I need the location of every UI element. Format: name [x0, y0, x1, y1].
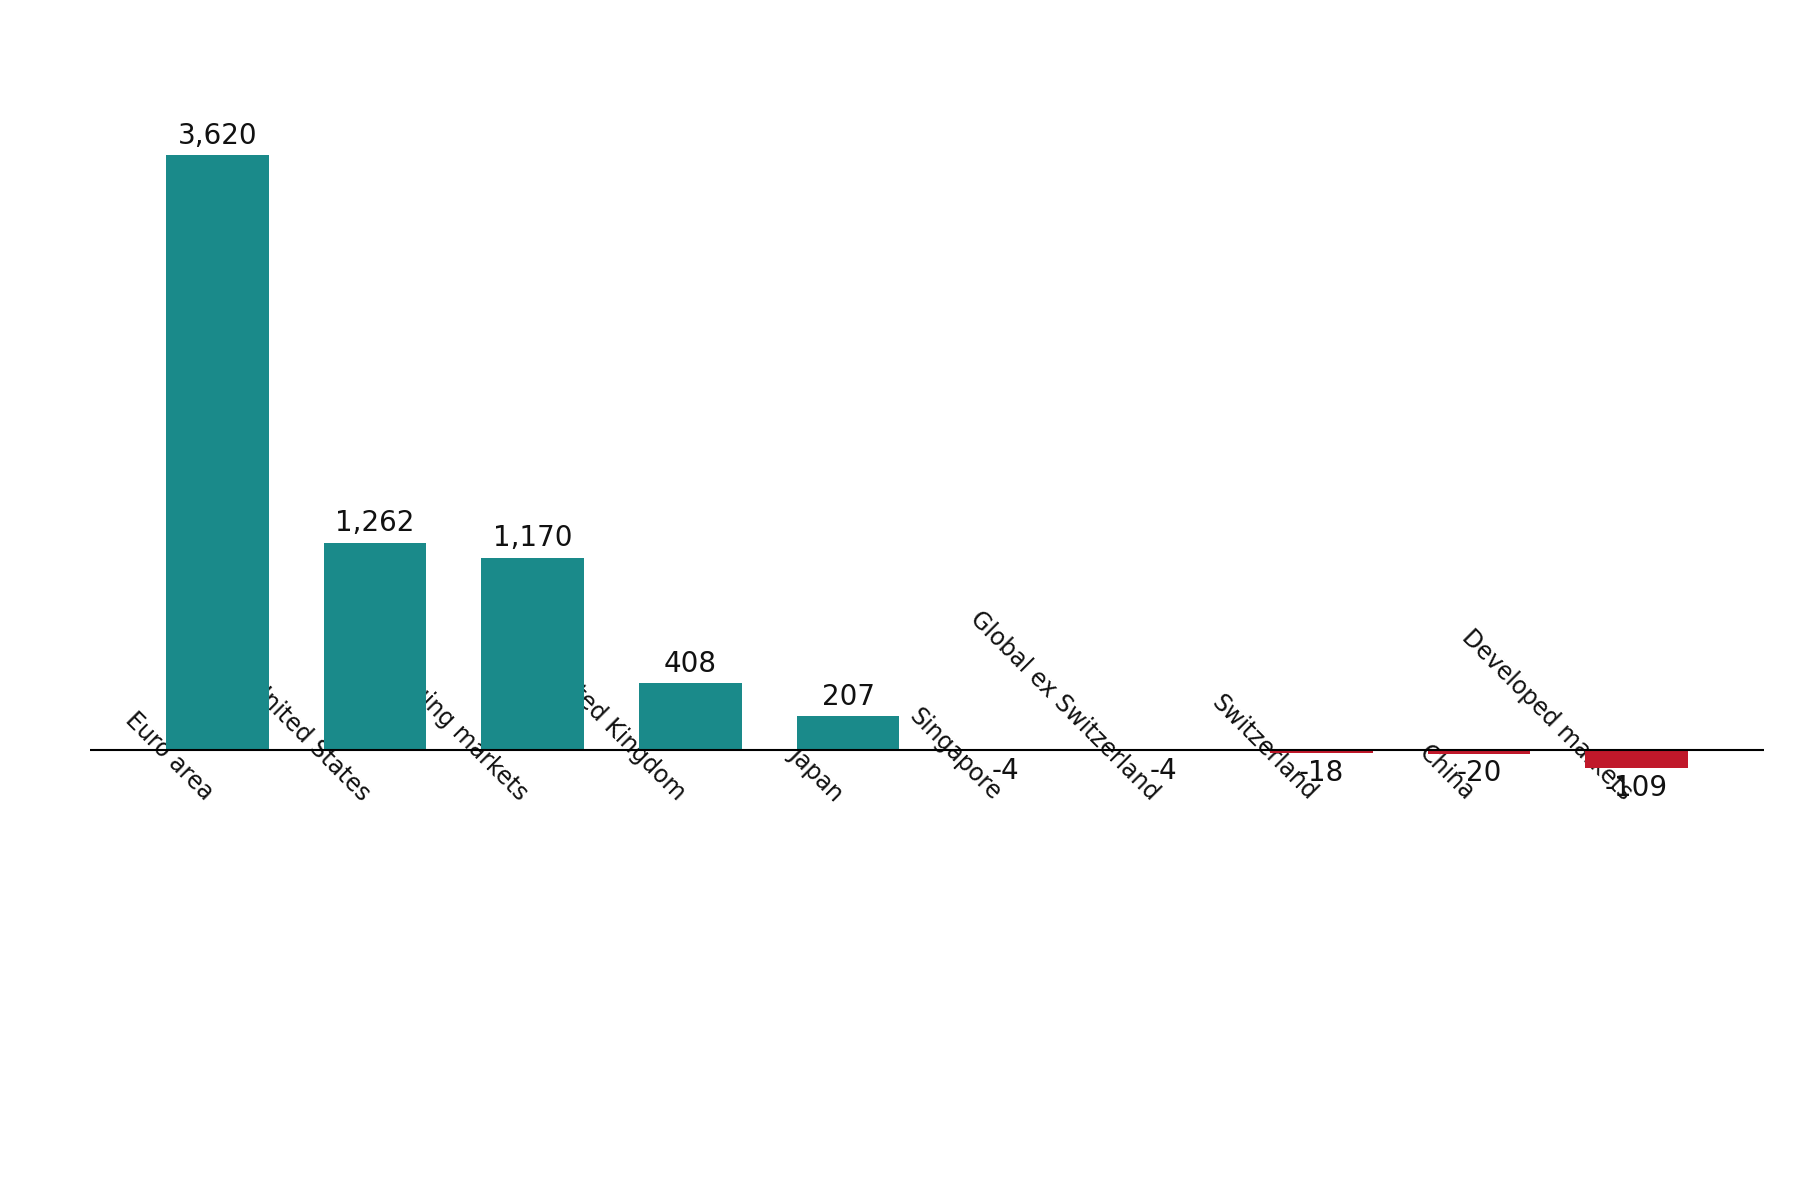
Text: 1,262: 1,262 — [335, 509, 414, 538]
Text: 207: 207 — [821, 683, 875, 710]
Bar — [639, 683, 742, 750]
Bar — [797, 716, 900, 750]
Text: 408: 408 — [664, 649, 716, 678]
Bar — [324, 542, 427, 750]
Text: -20: -20 — [1456, 760, 1501, 787]
Bar — [1271, 750, 1373, 754]
Text: -109: -109 — [1606, 774, 1669, 802]
Text: -4: -4 — [992, 757, 1019, 785]
Text: 1,170: 1,170 — [493, 524, 572, 552]
Bar — [1586, 750, 1688, 768]
Bar — [166, 155, 268, 750]
Bar — [481, 558, 583, 750]
Text: -4: -4 — [1150, 757, 1177, 785]
Text: -18: -18 — [1298, 760, 1345, 787]
Bar — [1427, 750, 1530, 754]
Text: 3,620: 3,620 — [178, 121, 257, 150]
